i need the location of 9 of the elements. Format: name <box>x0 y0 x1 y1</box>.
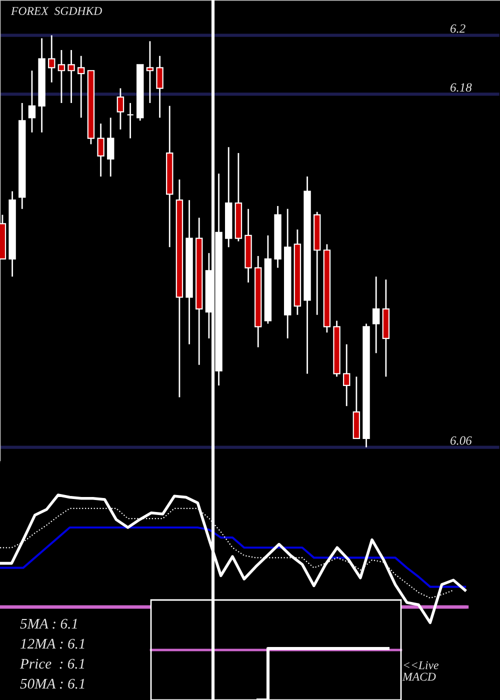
y-tick-label: 6.06 <box>450 436 472 445</box>
annotation: 5MA : 6.1 <box>20 618 77 629</box>
text: 50MA : 6.1 <box>20 678 84 689</box>
annotation: <<Live MACD <box>402 661 438 681</box>
text: 12MA : 6.1 <box>20 638 84 649</box>
chart-title: FOREX SGDHKD <box>10 7 102 15</box>
y-tick-label: 6.2 <box>450 24 466 33</box>
text: Price : 6.1 <box>20 658 84 669</box>
y-tick-label: 6.18 <box>450 83 472 92</box>
